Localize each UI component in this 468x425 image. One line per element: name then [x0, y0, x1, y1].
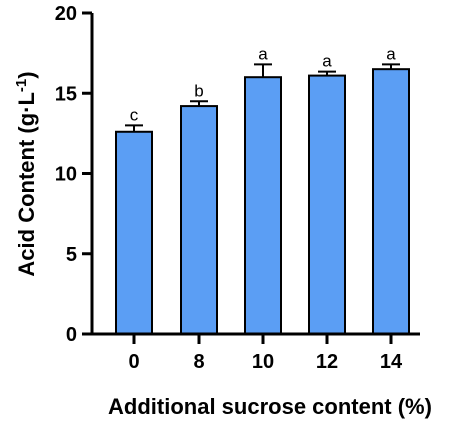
significance-label-10: a — [258, 44, 268, 63]
x-tick-label-8: 8 — [193, 351, 204, 373]
x-axis-title: Additional sucrose content (%) — [108, 394, 432, 419]
error-bars-group — [125, 63, 400, 132]
significance-label-8: b — [194, 81, 203, 100]
significance-labels-group: c b a a a — [130, 44, 397, 124]
bar-14 — [372, 68, 410, 336]
bar-8 — [180, 105, 218, 335]
y-tick-label-0: 0 — [66, 324, 77, 346]
y-axis-title-main: Acid Content (g·L — [14, 92, 39, 277]
significance-label-12: a — [322, 52, 332, 71]
bar-12 — [308, 74, 346, 335]
y-tick-label-15: 15 — [55, 83, 77, 105]
y-tick-label-20: 20 — [55, 3, 77, 25]
bar-10 — [244, 76, 282, 335]
y-ticks-group: 0 5 10 15 20 — [55, 3, 92, 346]
y-axis-title-superscript: -1 — [13, 79, 30, 92]
x-tick-label-14: 14 — [380, 351, 403, 373]
y-axis-title: Acid Content (g·L-1) — [13, 71, 39, 276]
bar-0 — [115, 130, 153, 335]
x-ticks-group: 0 8 10 12 14 — [128, 334, 403, 373]
y-tick-label-5: 5 — [66, 244, 77, 266]
y-tick-label-10: 10 — [55, 164, 77, 186]
bars-group — [115, 68, 410, 336]
x-tick-label-12: 12 — [316, 351, 338, 373]
x-tick-label-0: 0 — [128, 351, 139, 373]
significance-label-14: a — [386, 44, 396, 63]
significance-label-0: c — [130, 105, 139, 124]
x-tick-label-10: 10 — [252, 351, 274, 373]
y-axis-title-end: ) — [14, 71, 39, 78]
